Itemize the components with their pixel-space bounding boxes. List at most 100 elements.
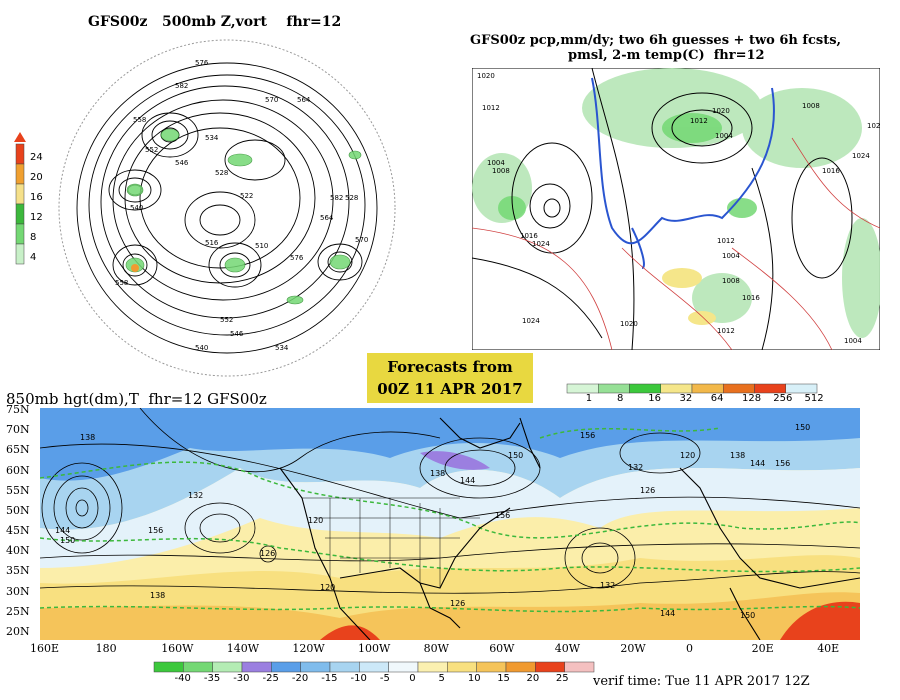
temp-scale-label: -5 — [379, 673, 390, 684]
contour-label-850mb: 138 — [150, 591, 165, 600]
temp-scale-label: -40 — [174, 673, 191, 684]
contour-label-500mb: 528 — [215, 169, 228, 177]
contour-label-850mb: 120 — [680, 451, 695, 460]
vort-scale-swatch — [15, 143, 25, 165]
temp-scale-label: -15 — [321, 673, 338, 684]
temp-scale-swatch — [271, 661, 301, 673]
contour-label-850mb: 132 — [600, 581, 615, 590]
latitude-label: 30N — [6, 584, 30, 598]
isobar-label: 1016 — [742, 294, 760, 302]
isobar-label: 1004 — [715, 132, 733, 140]
temp-scale-swatch — [535, 661, 565, 673]
precip-scale-label: 512 — [804, 393, 824, 404]
vort-scale-label: 24 — [30, 152, 43, 163]
isobar-label: 1016 — [822, 167, 840, 175]
contour-label-500mb: 558 — [133, 116, 146, 124]
longitude-label: 160E — [30, 642, 60, 655]
longitude-label: 40E — [817, 642, 840, 655]
precip-scale-label: 64 — [710, 393, 724, 404]
isobar-label: 1008 — [802, 102, 820, 110]
temperature-scale-bar — [153, 661, 595, 673]
temp-scale-swatch — [417, 661, 448, 673]
contour-label-500mb: 534 — [205, 134, 219, 142]
temp-scale-swatch — [212, 661, 243, 673]
contour-label-850mb: 120 — [308, 516, 323, 525]
verification-time: verif time: Tue 11 APR 2017 12Z — [593, 674, 810, 689]
precip-scale-label: 32 — [679, 393, 693, 404]
isobar-label: 1004 — [487, 159, 505, 167]
temp-scale-swatch — [564, 661, 595, 673]
contour-label-850mb: 150 — [795, 423, 810, 432]
isobar-label: 1016 — [520, 232, 538, 240]
contour-label-850mb: 132 — [188, 491, 203, 500]
temp-scale-label: 20 — [526, 673, 540, 684]
temp-scale-swatch — [388, 661, 419, 673]
longitude-label: 120W — [292, 642, 325, 655]
isobar-label: 1024 — [522, 317, 540, 325]
contour-label-850mb: 156 — [148, 526, 163, 535]
isobar-label: 1004 — [844, 337, 862, 345]
precip-color-scale: 1 8 16 32 64 128 256 512 — [562, 381, 824, 404]
contour-label-500mb: 534 — [275, 344, 289, 352]
contour-label-500mb: 528 — [345, 194, 358, 202]
latitude-label: 60N — [6, 463, 30, 477]
isobar-label: 1012 — [690, 117, 708, 125]
temp-scale-label: 15 — [497, 673, 510, 684]
vort-scale-label: 20 — [30, 172, 43, 183]
contour-label-500mb: 510 — [255, 242, 268, 250]
contour-label-850mb: 144 — [460, 476, 475, 485]
temp-scale-swatch — [329, 661, 360, 673]
longitude-label: 100W — [358, 642, 391, 655]
vorticity-color-scale: 24 20 16 12 8 4 — [14, 130, 44, 265]
contour-label-850mb: 156 — [580, 431, 595, 440]
isobar-label: 1012 — [717, 327, 735, 335]
temp-scale-label: 10 — [467, 673, 481, 684]
precip-scale-swatch — [566, 383, 599, 394]
vorticity-scale-bar — [14, 132, 26, 265]
isobar-label: 1024 — [532, 240, 550, 248]
isobar-label: 1008 — [492, 167, 510, 175]
longitude-label: 140W — [226, 642, 260, 655]
latitude-label: 55N — [6, 483, 30, 497]
vort-scale-label: 16 — [30, 192, 43, 203]
contour-label-850mb: 144 — [750, 459, 765, 468]
map-500mb: 576 570 564 582 558 552 546 540 534 528 522 516 510 5… — [58, 39, 396, 377]
isobar-label: 1020 — [712, 107, 730, 115]
contour-label-500mb: 552 — [145, 146, 158, 154]
temp-scale-swatch — [447, 661, 477, 673]
contour-label-500mb: 564 — [297, 96, 311, 104]
contour-label-850mb: 126 — [640, 486, 655, 495]
temp-scale-label: -20 — [291, 673, 309, 684]
panel-500mb-title: GFS00z 500mb Z,vort fhr=12 — [88, 14, 342, 30]
isobar-label: 1020 — [620, 320, 638, 328]
contour-label-500mb: 540 — [130, 204, 143, 212]
temperature-color-scale: -40 -35 -30 -25 -20 -15 -10 -5 0 5 10 15 20 25 — [152, 659, 597, 689]
map-precip-pmsl: 1020101210041008101610241020101210041008… — [472, 68, 880, 350]
temp-scale-label: -35 — [203, 673, 221, 684]
contour-label-850mb: 144 — [660, 609, 675, 618]
contour-label-500mb: 564 — [320, 214, 334, 222]
contour-label-500mb: 570 — [355, 236, 368, 244]
precip-scale-bar — [566, 383, 818, 394]
vort-scale-label: 8 — [30, 232, 37, 243]
contour-label-850mb: 126 — [260, 549, 275, 558]
precip-scale-label: 1 — [585, 393, 593, 404]
contour-label-500mb: 558 — [115, 279, 128, 287]
precip-scale-label: 8 — [617, 393, 624, 404]
contour-label-500mb: 516 — [205, 239, 219, 247]
isobar-label: 1024 — [852, 152, 870, 160]
temp-scale-swatch — [476, 661, 507, 673]
isobar-label: 1020 — [867, 122, 880, 130]
latitude-label: 40N — [6, 544, 30, 558]
contour-label-500mb: 582 — [330, 194, 343, 202]
vort-scale-swatch — [15, 203, 25, 225]
temp-scale-label: -30 — [233, 673, 250, 684]
map-850mb: 1381441501561321261201381441501561321261… — [40, 408, 860, 640]
longitude-label: 160W — [161, 642, 194, 655]
latitude-label: 25N — [6, 604, 30, 618]
contour-label-500mb: 552 — [220, 316, 233, 324]
temp-scale-swatch — [153, 661, 184, 673]
panel-precip-title-1: GFS00z pcp,mm/dy; two 6h guesses + two 6… — [470, 33, 842, 48]
contour-label-850mb: 138 — [80, 433, 95, 442]
contour-label-850mb: 138 — [730, 451, 745, 460]
